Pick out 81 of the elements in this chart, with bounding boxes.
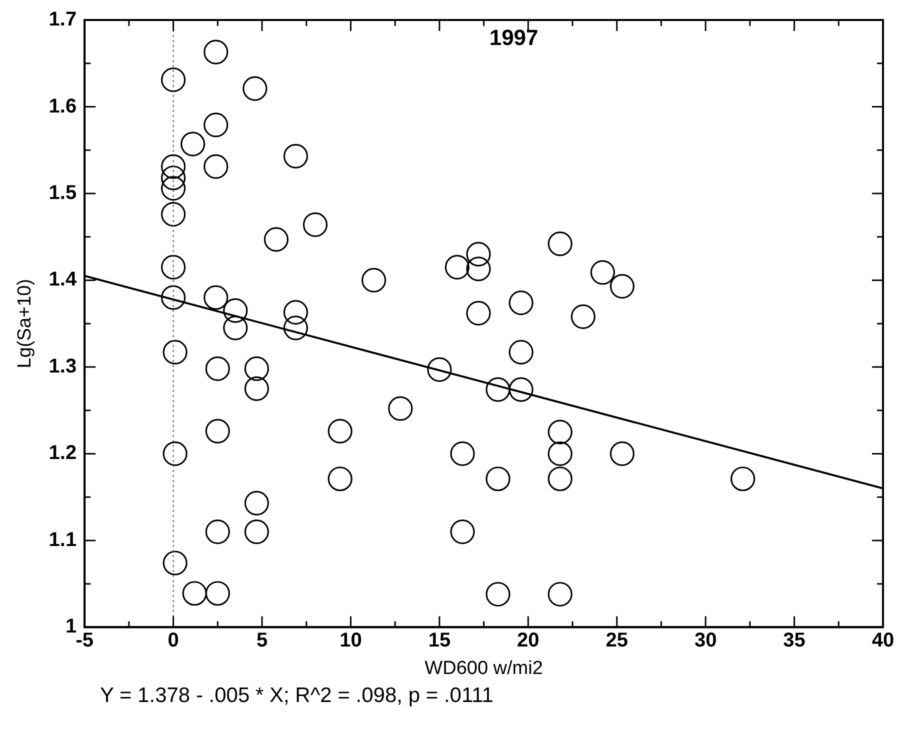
point bbox=[302, 212, 328, 238]
point bbox=[244, 376, 269, 401]
point bbox=[466, 242, 491, 267]
point bbox=[162, 550, 188, 576]
point bbox=[162, 441, 188, 466]
point bbox=[486, 582, 510, 607]
x-tick-label: 5 bbox=[256, 630, 268, 652]
point bbox=[486, 377, 510, 402]
point bbox=[548, 582, 572, 607]
point bbox=[548, 231, 572, 256]
point bbox=[223, 298, 248, 323]
point bbox=[466, 300, 491, 326]
point bbox=[362, 268, 386, 293]
x-tick-label: 35 bbox=[783, 630, 806, 652]
point bbox=[204, 112, 228, 138]
y-tick-label: 1.6 bbox=[48, 95, 77, 118]
point bbox=[283, 316, 308, 340]
point bbox=[161, 285, 186, 310]
point bbox=[161, 176, 186, 201]
y-axis-title: Lg(Sa+10) bbox=[14, 278, 36, 368]
point bbox=[450, 441, 475, 466]
point bbox=[730, 466, 756, 492]
point bbox=[328, 418, 352, 444]
point bbox=[162, 340, 188, 365]
point bbox=[590, 260, 615, 285]
point bbox=[205, 356, 230, 382]
point bbox=[204, 285, 228, 310]
point bbox=[508, 290, 534, 316]
point bbox=[486, 466, 510, 492]
point bbox=[610, 441, 634, 466]
point bbox=[548, 420, 572, 444]
point bbox=[180, 132, 206, 156]
point bbox=[223, 316, 248, 340]
chart-title: 1997 bbox=[489, 25, 538, 50]
y-tick-label: 1.7 bbox=[48, 8, 77, 31]
x-tick-label: 15 bbox=[428, 630, 451, 652]
point bbox=[161, 254, 186, 280]
point bbox=[244, 490, 269, 516]
y-tick-label: 1.5 bbox=[48, 182, 77, 204]
x-tick-label: 10 bbox=[340, 630, 362, 652]
point bbox=[161, 68, 186, 92]
x-tick-label: 20 bbox=[517, 630, 540, 652]
point bbox=[204, 154, 228, 179]
point bbox=[548, 441, 572, 466]
point bbox=[161, 202, 186, 227]
point bbox=[450, 519, 475, 544]
y-tick-label: 1.3 bbox=[48, 355, 77, 378]
point bbox=[610, 274, 634, 299]
point bbox=[161, 154, 186, 179]
y-tick-label: 1.2 bbox=[48, 442, 77, 464]
point bbox=[205, 581, 230, 606]
point bbox=[508, 377, 534, 402]
point bbox=[204, 40, 228, 64]
point bbox=[466, 256, 491, 282]
x-tick-label: 30 bbox=[694, 630, 717, 652]
point bbox=[570, 304, 596, 329]
point bbox=[388, 396, 413, 421]
point bbox=[182, 581, 207, 606]
point bbox=[328, 466, 352, 492]
x-tick-label: -5 bbox=[76, 630, 94, 652]
y-tick-label: 1.1 bbox=[48, 528, 77, 551]
x-axis-title: WD600 w/mi2 bbox=[424, 658, 543, 679]
x-tick-label: 25 bbox=[606, 630, 628, 652]
point bbox=[283, 144, 308, 168]
point bbox=[161, 166, 186, 190]
point bbox=[205, 418, 230, 444]
point bbox=[548, 466, 572, 492]
point bbox=[205, 519, 230, 544]
point bbox=[242, 76, 268, 101]
point bbox=[244, 519, 269, 544]
y-tick-label: 1.4 bbox=[48, 268, 78, 291]
point bbox=[508, 340, 534, 365]
point bbox=[444, 254, 470, 280]
point bbox=[427, 357, 452, 382]
text: Y = 1.378 - .005 * X; R^2 = .098, p = .0111 bbox=[100, 684, 494, 708]
point bbox=[264, 227, 289, 252]
point bbox=[283, 300, 308, 325]
point bbox=[244, 356, 269, 382]
x-tick-label: 40 bbox=[872, 630, 894, 652]
x-tick-label: 0 bbox=[168, 630, 179, 652]
y-tick-label: 1 bbox=[65, 616, 77, 638]
